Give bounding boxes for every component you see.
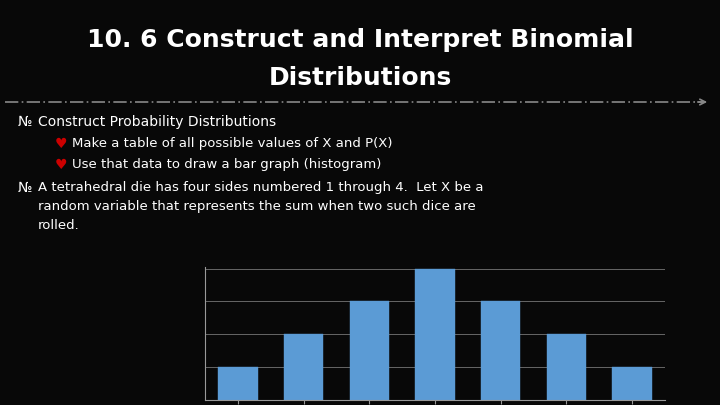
Bar — [415, 269, 455, 400]
Bar — [546, 334, 586, 400]
Text: A tetrahedral die has four sides numbered 1 through 4.  Let X be a: A tetrahedral die has four sides numbere… — [38, 181, 484, 194]
Text: ♥: ♥ — [55, 137, 68, 151]
Text: random variable that represents the sum when two such dice are: random variable that represents the sum … — [38, 200, 476, 213]
Text: 10. 6 Construct and Interpret Binomial: 10. 6 Construct and Interpret Binomial — [86, 28, 634, 52]
Bar — [350, 301, 389, 400]
Bar — [284, 334, 323, 400]
Bar — [613, 367, 652, 400]
Text: №: № — [18, 181, 32, 195]
Text: Distributions: Distributions — [269, 66, 451, 90]
Bar — [218, 367, 258, 400]
Text: Make a table of all possible values of X and P(X): Make a table of all possible values of X… — [72, 137, 392, 150]
Text: №: № — [18, 115, 32, 129]
Text: ♥: ♥ — [55, 158, 68, 172]
Bar — [481, 301, 521, 400]
Text: Use that data to draw a bar graph (histogram): Use that data to draw a bar graph (histo… — [72, 158, 382, 171]
Text: rolled.: rolled. — [38, 219, 80, 232]
Text: Construct Probability Distributions: Construct Probability Distributions — [38, 115, 276, 129]
